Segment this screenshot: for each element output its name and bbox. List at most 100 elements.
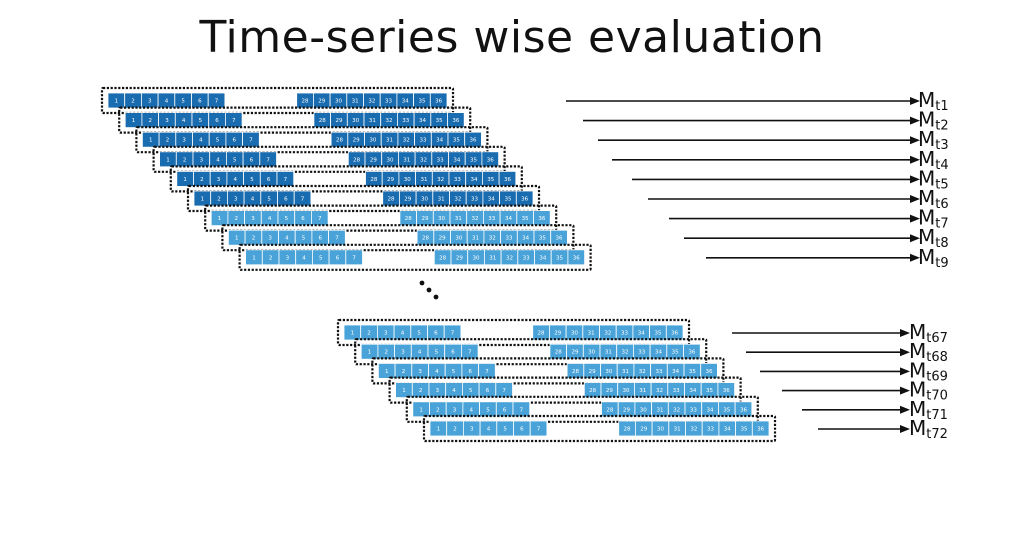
time-cell-label: 7: [468, 350, 472, 356]
time-cell-label: 31: [386, 138, 393, 144]
time-cell-label: 35: [418, 99, 425, 105]
time-cell: 3: [209, 170, 228, 187]
arrow-t3: [598, 136, 920, 145]
time-cell-label: 32: [673, 407, 680, 413]
time-cell: 1: [176, 170, 194, 187]
time-cell-label: 30: [657, 427, 664, 433]
time-cell-label: 28: [388, 197, 395, 203]
time-cell-label: 5: [181, 99, 185, 105]
time-cell-label: 6: [486, 388, 490, 394]
model-label-t70: Mt70: [909, 378, 948, 404]
time-cell: 4: [428, 362, 446, 379]
time-cell-label: 36: [452, 118, 459, 124]
time-cell: 28: [618, 420, 636, 437]
time-cell: 2: [175, 151, 194, 168]
time-cell: 4: [209, 151, 227, 168]
time-cell-label: 32: [437, 177, 444, 183]
series-window-t1: 1 2 3 4 5 6 7 28 29 30 31 32 33 34 35 36: [100, 86, 455, 115]
time-cell: 31: [346, 92, 364, 109]
time-cell: 6: [294, 210, 312, 227]
time-cell-label: 31: [656, 407, 663, 413]
time-cell-label: 5: [435, 350, 439, 356]
time-cell: 34: [430, 131, 449, 148]
window-border: [388, 376, 742, 404]
time-cell-label: 2: [200, 177, 204, 183]
time-cell: 2: [158, 131, 177, 148]
time-cell: 31: [668, 420, 686, 437]
time-cell: 31: [466, 229, 485, 246]
time-cell-label: 34: [638, 331, 645, 337]
time-cell-label: 34: [655, 350, 662, 356]
time-cell-label: 28: [624, 427, 631, 433]
time-cell: 32: [500, 249, 519, 266]
time-cell: 6: [478, 382, 497, 399]
time-cell-label: 35: [672, 350, 679, 356]
time-cell-label: 33: [488, 216, 495, 222]
time-cell: 31: [380, 131, 399, 148]
time-cell-label: 2: [269, 255, 273, 261]
time-cell-label: 35: [487, 177, 494, 183]
window-border: [100, 86, 455, 115]
model-letter: M: [909, 339, 926, 363]
time-cell-label: 31: [622, 369, 629, 375]
time-cell: 36: [665, 324, 684, 341]
time-cell-label: 2: [453, 427, 457, 433]
time-cell: 31: [599, 343, 618, 360]
time-cell-label: 6: [215, 118, 219, 124]
time-cell-label: 32: [403, 138, 410, 144]
series-window-t3: 1 2 3 4 5 6 7 28 29 30 31 32 33 34 35 36: [135, 126, 489, 154]
time-cell: 31: [363, 112, 382, 128]
time-cell-label: 34: [724, 427, 731, 433]
time-cell-label: 3: [234, 197, 238, 203]
time-cell: 30: [600, 362, 618, 379]
time-cell: 35: [550, 249, 569, 266]
time-cell: 7: [495, 382, 513, 399]
time-cell: 7: [529, 420, 548, 437]
series-window-t6: 1 2 3 4 5 6 7 28 29 30 31 32 33 34 35 36: [186, 184, 541, 213]
time-cell-label: 28: [370, 177, 377, 183]
time-cell: 6: [461, 362, 479, 379]
time-cell: 2: [193, 170, 211, 187]
time-cell-label: 33: [385, 99, 392, 105]
time-cell-label: 32: [604, 331, 611, 337]
time-cell: 33: [500, 229, 518, 246]
time-cell: 28: [532, 324, 550, 341]
time-cell-label: 30: [571, 331, 578, 337]
time-cell: 33: [615, 324, 634, 341]
time-cell: 29: [600, 382, 619, 399]
time-cell: 32: [633, 362, 652, 379]
time-cell: 31: [582, 324, 600, 341]
time-cell: 3: [261, 229, 279, 246]
time-cell-label: 5: [250, 177, 254, 183]
window-border: [354, 338, 708, 366]
model-letter: M: [918, 147, 935, 171]
time-cell-box: [345, 249, 363, 266]
time-cell: 28: [330, 131, 349, 148]
ellipsis-dots: [419, 280, 439, 300]
time-cell-label: 36: [538, 216, 545, 222]
time-cell-label: 2: [131, 99, 135, 105]
time-cell-label: 28: [319, 118, 326, 124]
time-cell: 30: [617, 382, 635, 399]
time-cell-label: 28: [538, 331, 545, 337]
time-cell: 5: [461, 382, 480, 399]
time-cell-label: 5: [417, 331, 421, 337]
time-cell: 7: [328, 229, 346, 246]
time-cell: 31: [398, 151, 416, 168]
time-cell-label: 34: [488, 197, 495, 203]
time-cell-label: 34: [707, 407, 714, 413]
time-cell: 3: [376, 324, 395, 341]
time-cell-label: 5: [285, 216, 289, 222]
time-cell-label: 2: [402, 369, 406, 375]
time-cell-label: 7: [502, 388, 506, 394]
model-letter: M: [918, 108, 935, 132]
time-cell-label: 7: [249, 138, 253, 144]
model-label-t7: Mt7: [918, 206, 949, 232]
time-cell-label: 28: [302, 99, 309, 105]
time-cell-label: 31: [403, 157, 410, 163]
series-window-t72: 1 2 3 4 5 6 7 28 29 30 31 32 33 34 35 36: [422, 414, 777, 443]
time-cell-label: 2: [217, 197, 221, 203]
time-cell-label: 7: [352, 255, 356, 261]
time-cell: 3: [244, 210, 262, 227]
time-cell: 33: [667, 382, 685, 399]
